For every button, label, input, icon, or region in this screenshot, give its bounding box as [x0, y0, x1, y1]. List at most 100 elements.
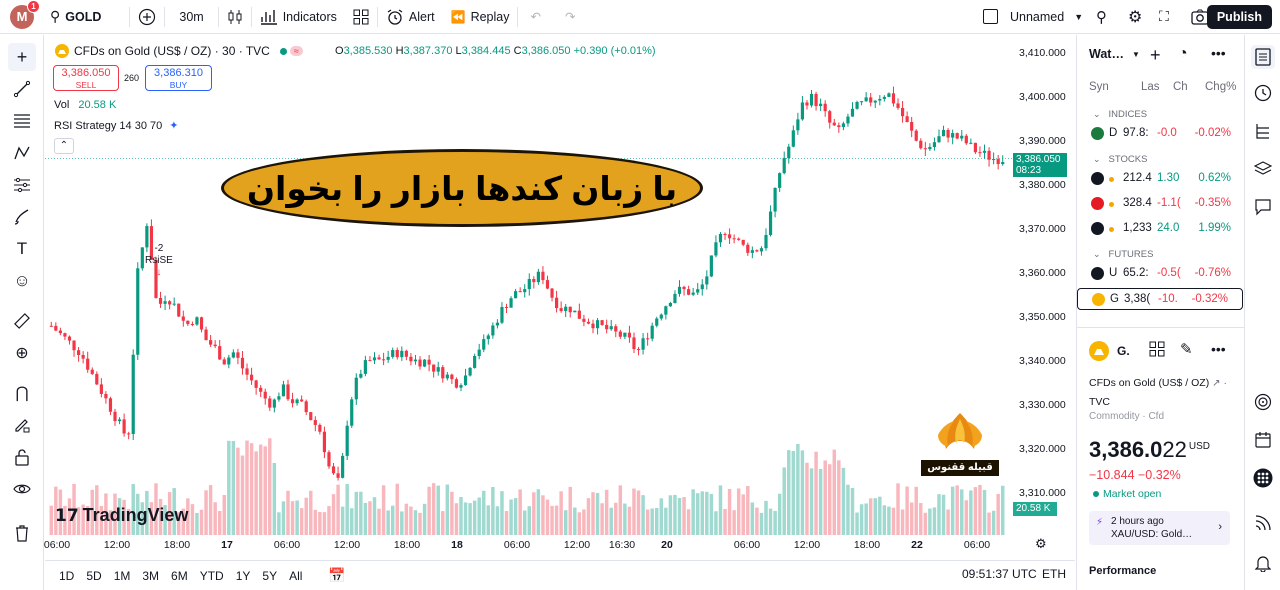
text-tool[interactable]: T: [8, 235, 36, 263]
watchlist-section[interactable]: ⌄ STOCKS: [1093, 154, 1148, 165]
range-5y[interactable]: 5Y: [262, 568, 278, 583]
session-button[interactable]: ETH: [1042, 567, 1066, 581]
axis-settings-button[interactable]: ⚙: [1035, 536, 1047, 551]
range-5d[interactable]: 5D: [86, 568, 102, 583]
utc-clock[interactable]: 09:51:37 UTC: [962, 567, 1037, 581]
quick-search-button[interactable]: ⚲: [1088, 0, 1115, 34]
advanced-view-button[interactable]: ◔: [1178, 45, 1188, 62]
alert-button[interactable]: Alert: [378, 0, 443, 34]
compare-button[interactable]: [130, 0, 164, 34]
candle-body: [395, 350, 399, 358]
edit-note-button[interactable]: ✎: [1180, 341, 1193, 358]
column-header[interactable]: Ch: [1173, 81, 1188, 93]
chart-type-button[interactable]: [219, 0, 251, 34]
pattern-tool[interactable]: [8, 139, 36, 167]
undo-button[interactable]: ↶: [518, 0, 552, 34]
more-menu-button[interactable]: •••: [1211, 45, 1226, 61]
candle-body: [313, 420, 317, 425]
brush-tool[interactable]: [8, 203, 36, 231]
price-axis[interactable]: 3,410.000 3,400.000 3,390.000 3,380.000 3,37…: [1013, 35, 1075, 535]
watchlist-row[interactable]: G 3,38(-10. -0.32%: [1077, 288, 1243, 310]
interval-button[interactable]: 30m: [179, 9, 204, 24]
symbol-search[interactable]: ⚲ GOLD: [42, 0, 109, 34]
templates-button[interactable]: [345, 0, 377, 34]
watchlist-row[interactable]: U 65.2: -0.5(-0.76%: [1077, 263, 1245, 285]
notifications-tab[interactable]: [1251, 551, 1275, 575]
series-legend[interactable]: CFDs on Gold (US$ / OZ) · 30 · TVC ≈: [55, 44, 303, 58]
magnet-tool[interactable]: ⋂: [8, 379, 36, 407]
fullscreen-button[interactable]: ⛶: [1151, 0, 1177, 34]
watchlist-tab[interactable]: [1251, 45, 1275, 69]
layers-tab[interactable]: [1251, 157, 1275, 181]
news-card[interactable]: ⚡ 2 hours ago XAU/USD: Gold… ›: [1089, 511, 1230, 545]
range-1d[interactable]: 1D: [59, 568, 75, 583]
add-symbol-button[interactable]: +: [1150, 45, 1161, 65]
watchlist-row[interactable]: D 97.8: -0.0 -0.02%: [1077, 123, 1245, 145]
time-axis[interactable]: 06:00 12:00 18:00 17 06:00 12:00 18:00 18 06:00 1…: [44, 535, 1013, 555]
layout-grid-button[interactable]: [1149, 341, 1165, 360]
crosshair-tool[interactable]: +: [8, 43, 36, 71]
measure-tool[interactable]: [8, 307, 36, 335]
watchlist-row[interactable]: 212.4 1.30 0.62%: [1077, 168, 1245, 190]
volume-bar: [714, 511, 718, 535]
indicators-button[interactable]: Indicators: [252, 0, 345, 34]
trendline-tool[interactable]: [8, 75, 36, 103]
alerts-tab[interactable]: [1251, 81, 1275, 105]
watchlist-row[interactable]: 1,233 24.0 1.99%: [1077, 218, 1245, 240]
zoom-tool[interactable]: ⊕: [8, 339, 36, 367]
object-tree-tab[interactable]: [1251, 119, 1275, 143]
redo-button[interactable]: ↷: [553, 0, 587, 34]
volume-bar: [914, 486, 918, 535]
ideas-tab[interactable]: [1251, 390, 1275, 414]
volume-bar: [682, 497, 686, 535]
prediction-tool[interactable]: [8, 171, 36, 199]
sell-button[interactable]: 3,386.050 SELL: [53, 65, 119, 91]
range-all[interactable]: All: [289, 568, 303, 583]
volume-bar: [828, 464, 832, 535]
volume-bar: [186, 498, 190, 535]
fib-tool[interactable]: [8, 107, 36, 135]
stay-drawing-tool[interactable]: [8, 411, 36, 439]
collapse-legend-button[interactable]: ⌃: [54, 138, 74, 154]
last-price: 328.4: [1123, 197, 1152, 209]
range-1y[interactable]: 1Y: [235, 568, 251, 583]
hide-tool[interactable]: [8, 475, 36, 503]
details-more-button[interactable]: •••: [1211, 341, 1226, 357]
rsi-strategy-legend[interactable]: RSI Strategy 14 30 70 ✦: [54, 120, 179, 132]
candle-body: [755, 250, 759, 252]
buy-button[interactable]: 3,386.310 BUY: [145, 65, 212, 91]
replay-button[interactable]: ⏪ Replay: [450, 9, 510, 24]
icon-tool[interactable]: ☺: [8, 267, 36, 295]
lock-tool[interactable]: [8, 443, 36, 471]
candle-body: [568, 306, 572, 313]
chats-tab[interactable]: [1251, 195, 1275, 219]
column-header[interactable]: Las: [1141, 81, 1160, 93]
signals-tab[interactable]: [1251, 511, 1275, 535]
range-3m[interactable]: 3M: [142, 568, 160, 583]
apps-tab[interactable]: [1251, 466, 1275, 490]
calendar-tab[interactable]: [1251, 428, 1275, 452]
column-header[interactable]: Chg%: [1205, 81, 1237, 93]
candlestick-chart[interactable]: [45, 35, 1013, 535]
watchlist-row[interactable]: 328.4 -1.1(-0.35%: [1077, 193, 1245, 215]
watchlist-section[interactable]: ⌄ INDICES: [1093, 109, 1148, 120]
layout-menu[interactable]: Unnamed ▼: [975, 0, 1091, 34]
watchlist-header[interactable]: Wat… ▼: [1089, 47, 1140, 61]
volume-bar: [950, 486, 955, 535]
watchlist-section[interactable]: ⌄ FUTURES: [1093, 249, 1154, 260]
remove-tool[interactable]: [8, 519, 36, 547]
volume-bar: [450, 491, 454, 535]
alarm-clock-icon: [387, 8, 403, 25]
column-header[interactable]: Syn: [1089, 81, 1109, 93]
settings-button[interactable]: ⚙: [1120, 0, 1150, 34]
range-6m[interactable]: 6M: [171, 568, 188, 583]
candle-body: [764, 235, 768, 249]
user-avatar[interactable]: M 1: [10, 0, 40, 29]
date-range-button[interactable]: 📅: [328, 567, 346, 583]
range-1m[interactable]: 1M: [113, 568, 131, 583]
candle-body: [636, 349, 641, 351]
chart-pane[interactable]: CFDs on Gold (US$ / OZ) · 30 · TVC ≈ O3,…: [44, 35, 1075, 555]
volume-legend[interactable]: Vol 20.58 K: [54, 99, 117, 111]
range-ytd[interactable]: YTD: [199, 568, 224, 583]
publish-button[interactable]: Publish: [1206, 5, 1272, 29]
